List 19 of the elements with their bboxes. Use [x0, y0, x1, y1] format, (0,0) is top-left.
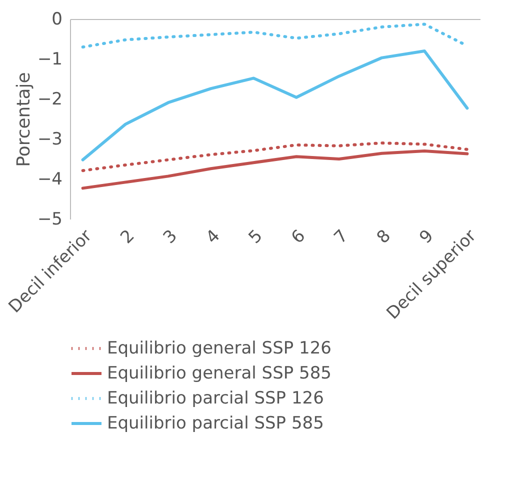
x-tick-label: 6 — [288, 226, 310, 248]
x-tick-label: 2 — [116, 226, 139, 248]
y-tick-label: 0 — [52, 10, 62, 30]
y-tick-label: −5 — [37, 210, 62, 230]
x-tick-label: 7 — [330, 226, 352, 248]
y-tick-label: −4 — [37, 170, 62, 190]
legend-label: Equilibrio general SSP 585 — [107, 364, 332, 384]
y-tick-label: −2 — [37, 90, 62, 110]
x-tick-label: 3 — [160, 226, 182, 248]
x-tick-label: 5 — [245, 226, 267, 248]
x-tick-label: 4 — [202, 226, 224, 248]
y-tick-label: −3 — [37, 130, 62, 150]
x-tick-label: 8 — [373, 226, 395, 248]
line-series — [81, 50, 469, 162]
y-axis-title: Porcentaje — [13, 72, 34, 167]
legend-label: Equilibrio parcial SSP 126 — [107, 388, 324, 408]
y-tick-label: −1 — [37, 50, 62, 70]
legend-label: Equilibrio parcial SSP 585 — [107, 414, 324, 434]
legend-label: Equilibrio general SSP 126 — [107, 338, 332, 358]
